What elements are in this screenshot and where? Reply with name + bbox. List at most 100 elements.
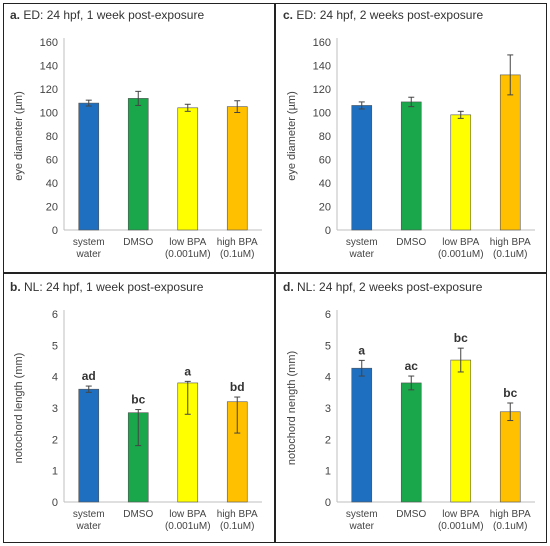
panel-divider-horizontal	[3, 272, 547, 274]
bar	[400, 101, 422, 231]
significance-label: ac	[405, 359, 419, 373]
y-tick-label: 160	[40, 37, 58, 49]
panel-title: c. ED: 24 hpf, 2 weeks post-exposure	[283, 8, 483, 22]
bar	[78, 388, 100, 503]
y-tick-label: 40	[46, 178, 58, 190]
y-tick-label: 120	[40, 84, 58, 96]
y-tick-label: 5	[52, 340, 58, 352]
panel-title-text: NL: 24 hpf, 2 weeks post-exposure	[297, 280, 483, 294]
x-tick-label: water	[349, 249, 375, 260]
x-tick-label: DMSO	[123, 509, 153, 520]
bar-chart: 0 20 40 60 80 100 120 140 160 eye diameter (µm) sy…	[13, 37, 262, 260]
y-tick-label: 2	[325, 434, 331, 446]
x-tick-label: (0.001uM)	[165, 249, 211, 260]
panel-title: d. NL: 24 hpf, 2 weeks post-exposure	[283, 280, 482, 294]
significance-label: a	[358, 343, 365, 357]
panel-letter: d.	[283, 280, 294, 294]
x-tick-label: low BPA	[169, 237, 206, 248]
x-tick-label: high BPA	[217, 509, 258, 520]
y-tick-label: 6	[52, 309, 58, 321]
panel-title: b. NL: 24 hpf, 1 week post-exposure	[10, 280, 203, 294]
x-tick-label: water	[349, 521, 375, 532]
significance-label: ad	[82, 369, 96, 383]
panel-letter: a.	[10, 8, 21, 22]
x-tick-label: (0.001uM)	[165, 521, 211, 532]
panel-title: a. ED: 24 hpf, 1 week post-exposure	[10, 8, 204, 22]
bar	[450, 359, 472, 503]
x-tick-label: DMSO	[123, 237, 153, 248]
x-tick-label: (0.001uM)	[438, 249, 484, 260]
x-tick-label: high BPA	[217, 237, 258, 248]
y-tick-label: 140	[313, 61, 331, 73]
panel-d: d. NL: 24 hpf, 2 weeks post-exposure 0 1 2…	[277, 276, 545, 542]
x-tick-label: low BPA	[169, 509, 206, 520]
bar	[78, 102, 100, 231]
y-tick-label: 3	[52, 403, 58, 415]
x-tick-label: water	[76, 521, 102, 532]
y-tick-label: 140	[40, 61, 58, 73]
y-tick-label: 60	[319, 155, 331, 167]
significance-label: a	[184, 364, 191, 378]
y-tick-label: 120	[313, 84, 331, 96]
y-tick-label: 4	[52, 372, 58, 384]
y-tick-label: 20	[319, 202, 331, 214]
x-tick-label: (0.001uM)	[438, 521, 484, 532]
y-tick-label: 4	[325, 372, 331, 384]
x-tick-label: DMSO	[396, 509, 426, 520]
bar	[226, 106, 248, 231]
x-tick-label: high BPA	[490, 237, 531, 248]
panel-letter: b.	[10, 280, 21, 294]
x-tick-label: (0.1uM)	[493, 521, 527, 532]
x-tick-label: system	[346, 237, 378, 248]
significance-label: bc	[454, 331, 468, 345]
y-axis-label: eye diameter (µm)	[286, 91, 298, 180]
y-tick-label: 80	[319, 131, 331, 143]
y-tick-label: 0	[325, 497, 331, 509]
y-tick-label: 1	[325, 466, 331, 478]
significance-label: bc	[131, 393, 145, 407]
y-axis-label: notochord nength (mm)	[286, 351, 298, 465]
y-tick-label: 0	[52, 225, 58, 237]
y-tick-label: 2	[52, 434, 58, 446]
panel-a: a. ED: 24 hpf, 1 week post-exposure 0 20 4…	[4, 4, 272, 270]
x-tick-label: water	[76, 249, 102, 260]
y-tick-label: 20	[46, 202, 58, 214]
y-tick-label: 6	[325, 309, 331, 321]
bar	[400, 382, 422, 503]
x-tick-label: system	[346, 509, 378, 520]
bar	[499, 74, 521, 231]
y-tick-label: 0	[325, 225, 331, 237]
y-axis-label: eye diameter (µm)	[13, 91, 25, 180]
x-tick-label: system	[73, 237, 105, 248]
y-tick-label: 40	[319, 178, 331, 190]
y-tick-label: 1	[52, 466, 58, 478]
panel-letter: c.	[283, 8, 294, 22]
bar	[450, 114, 472, 231]
x-tick-label: (0.1uM)	[220, 249, 254, 260]
y-tick-label: 100	[313, 108, 331, 120]
panel-title-text: NL: 24 hpf, 1 week post-exposure	[24, 280, 204, 294]
x-tick-label: low BPA	[442, 509, 479, 520]
y-tick-label: 0	[52, 497, 58, 509]
bar	[177, 107, 199, 231]
x-tick-label: high BPA	[490, 509, 531, 520]
x-tick-label: system	[73, 509, 105, 520]
bar	[499, 411, 521, 503]
bar-chart: 0 20 40 60 80 100 120 140 160 eye diameter (µm) sy…	[286, 37, 535, 260]
panel-b: b. NL: 24 hpf, 1 week post-exposure 0 1 2 3…	[4, 276, 272, 542]
bar-chart: 0 1 2 3 4 5 6 notochord nength (mm) a systemwater…	[286, 309, 535, 532]
bar	[351, 367, 373, 503]
panel-c: c. ED: 24 hpf, 2 weeks post-exposure 0 20…	[277, 4, 545, 270]
x-tick-label: (0.1uM)	[493, 249, 527, 260]
y-tick-label: 5	[325, 340, 331, 352]
y-tick-label: 3	[325, 403, 331, 415]
panel-title-text: ED: 24 hpf, 2 weeks post-exposure	[296, 8, 484, 22]
y-tick-label: 80	[46, 131, 58, 143]
y-tick-label: 160	[313, 37, 331, 49]
y-axis-label: notochord length (mm)	[13, 353, 25, 464]
bar	[351, 105, 373, 231]
x-tick-label: low BPA	[442, 237, 479, 248]
y-tick-label: 100	[40, 108, 58, 120]
significance-label: bc	[503, 386, 517, 400]
x-tick-label: DMSO	[396, 237, 426, 248]
